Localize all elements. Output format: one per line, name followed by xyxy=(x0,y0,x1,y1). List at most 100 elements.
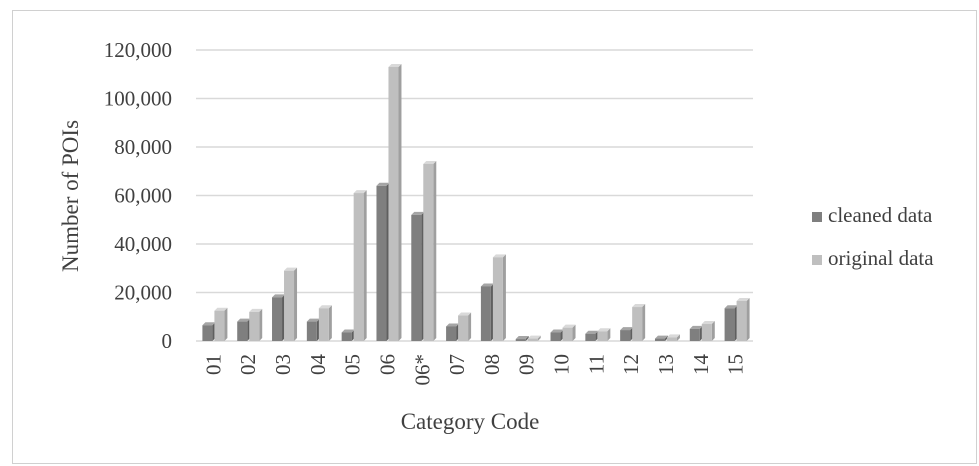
bar-side xyxy=(711,321,715,341)
bar-original xyxy=(458,312,472,341)
bar-face xyxy=(527,338,538,341)
bar-top xyxy=(620,327,634,331)
bar-face xyxy=(411,214,422,341)
x-tick-label: 06* xyxy=(410,354,434,386)
bar-side xyxy=(502,254,506,341)
bar-cleaned xyxy=(376,182,390,341)
bar-face xyxy=(214,310,225,341)
bar-face xyxy=(284,270,295,341)
bar-face xyxy=(736,300,747,341)
bar-side xyxy=(468,312,472,341)
x-tick-label: 05 xyxy=(341,354,365,375)
bar-face xyxy=(492,257,503,341)
bar-original xyxy=(632,304,646,341)
bar-top xyxy=(458,312,472,316)
y-tick-labels: 0 20,000 40,000 60,000 80,000 100,000 120,000 xyxy=(104,38,172,353)
bar-top xyxy=(480,283,494,287)
bar-top xyxy=(446,323,460,327)
x-tick-label: 02 xyxy=(236,354,260,375)
bar-face xyxy=(249,311,260,341)
y-tick-label: 100,000 xyxy=(104,87,172,111)
bar-top xyxy=(562,324,576,328)
bar-top xyxy=(689,325,703,329)
bar-original xyxy=(736,297,750,341)
x-tick-labels: 01 02 03 04 05 06 06* 07 08 09 10 11 12 13 14 15 xyxy=(201,354,747,386)
chart-frame xyxy=(12,10,977,464)
bar-face xyxy=(272,297,283,341)
bar-face xyxy=(306,321,317,341)
y-tick-label: 20,000 xyxy=(114,281,172,305)
y-tick-label: 40,000 xyxy=(114,232,172,256)
bar-face xyxy=(585,333,596,341)
bar-top xyxy=(353,190,367,194)
bar-face xyxy=(341,332,352,341)
bar-face xyxy=(632,307,643,341)
x-tick-label: 06 xyxy=(375,354,399,375)
bar-cleaned xyxy=(202,322,216,341)
x-tick-label: 13 xyxy=(654,354,678,375)
bar-top xyxy=(249,308,263,312)
x-tick-label: 12 xyxy=(619,354,643,375)
bar-face xyxy=(458,315,469,341)
bar-face xyxy=(666,337,677,341)
legend-label: original data xyxy=(828,246,934,270)
bar-top xyxy=(585,330,599,334)
bar-top xyxy=(527,335,541,339)
bar-face xyxy=(202,325,213,341)
legend-label: cleaned data xyxy=(828,203,933,227)
bar-original xyxy=(353,190,367,341)
bar-side xyxy=(607,328,611,341)
bar-original xyxy=(597,328,611,341)
bar-face xyxy=(562,327,573,341)
bar-cleaned xyxy=(689,325,703,341)
bar-face xyxy=(689,328,700,341)
bar-top xyxy=(411,211,425,215)
bar-top xyxy=(306,318,320,322)
bar-original xyxy=(666,334,680,341)
bar-face xyxy=(515,339,526,341)
x-tick-label: 11 xyxy=(584,354,608,374)
bar-top xyxy=(654,335,668,339)
bar-top xyxy=(736,297,750,301)
bar-top xyxy=(272,294,286,298)
bar-side xyxy=(328,305,332,341)
x-tick-label: 15 xyxy=(724,354,748,375)
bar-face xyxy=(318,308,329,341)
y-tick-label: 0 xyxy=(162,329,173,353)
bar-original xyxy=(701,321,715,341)
bar-face xyxy=(480,286,491,341)
legend: cleaned data original data xyxy=(812,203,934,270)
bar-side xyxy=(224,307,228,341)
x-tick-label: 10 xyxy=(550,354,574,375)
bar-original xyxy=(492,254,506,341)
bar-face xyxy=(388,66,399,341)
bar-side xyxy=(676,334,680,341)
bar-top xyxy=(515,336,529,340)
bar-side xyxy=(664,335,668,341)
bar-face xyxy=(654,338,665,341)
legend-swatch xyxy=(812,255,822,265)
bar-original xyxy=(249,308,263,341)
bar-top xyxy=(632,304,646,308)
legend-swatch xyxy=(812,212,822,222)
bar-top xyxy=(318,305,332,309)
y-tick-label: 120,000 xyxy=(104,38,172,62)
bar-face xyxy=(550,332,561,341)
bar-face xyxy=(597,331,608,341)
bar-face xyxy=(423,163,434,341)
bars xyxy=(202,63,750,341)
bar-cleaned xyxy=(654,335,668,341)
bar-top xyxy=(550,329,564,333)
bar-cleaned xyxy=(237,318,251,341)
x-tick-label: 09 xyxy=(515,354,539,375)
bar-original xyxy=(423,160,437,341)
y-axis-title: Number of POIs xyxy=(58,120,83,272)
bar-top xyxy=(284,267,298,271)
bar-side xyxy=(398,63,402,341)
bar-top xyxy=(597,328,611,332)
bar-top xyxy=(492,254,506,258)
bar-top xyxy=(202,322,216,326)
bar-face xyxy=(620,330,631,341)
bar-face xyxy=(376,185,387,341)
